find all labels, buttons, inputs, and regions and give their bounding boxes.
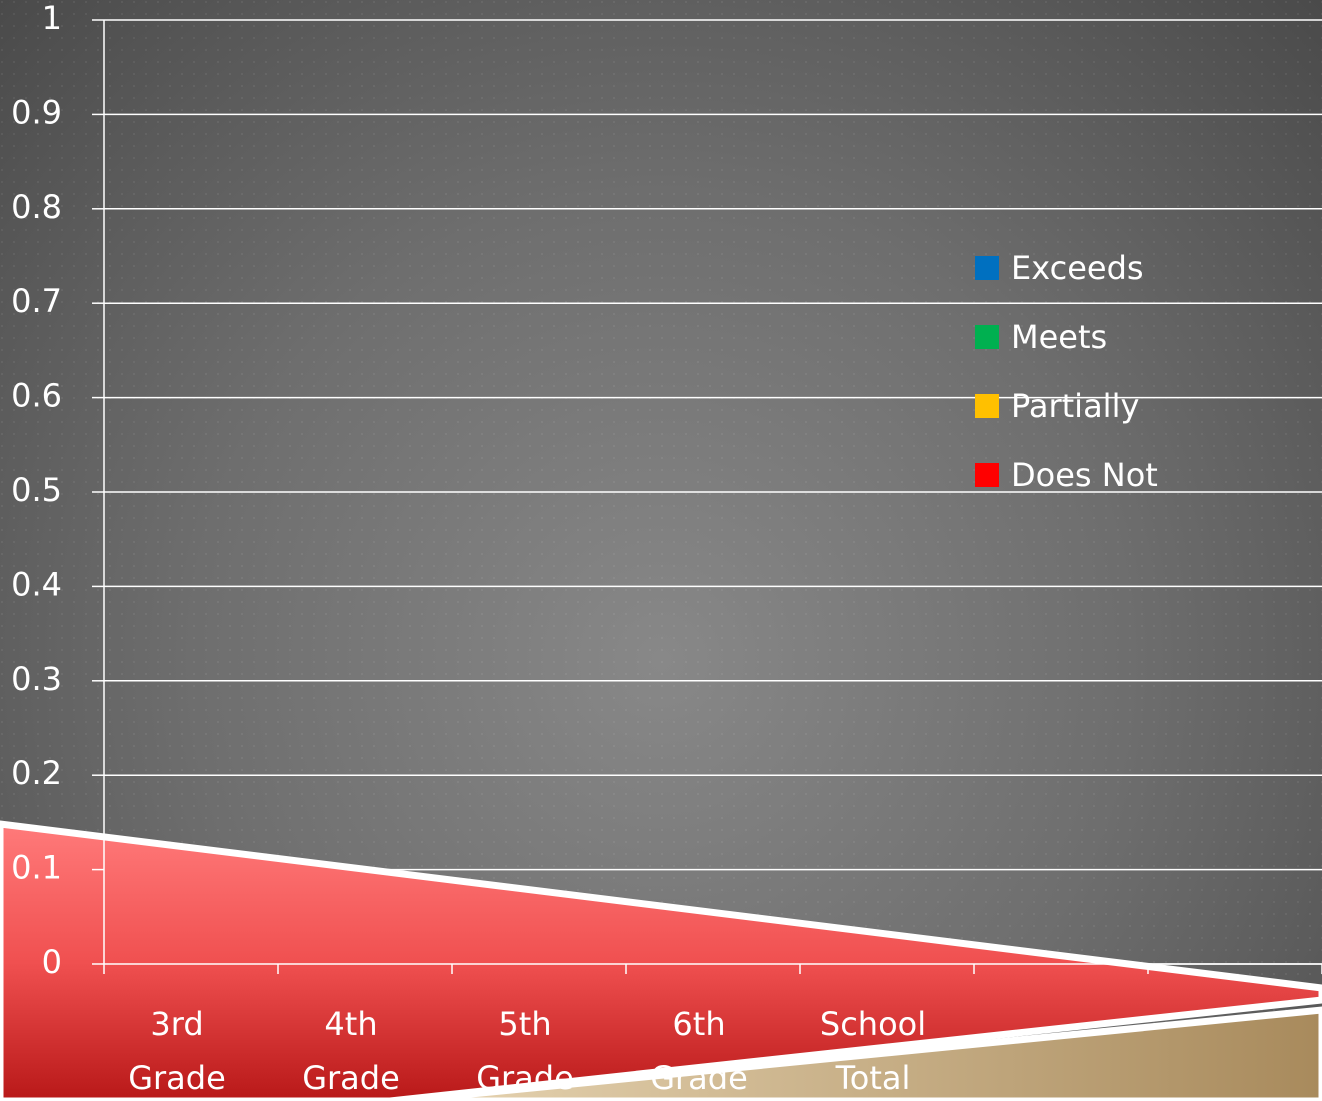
y-tick-label: 0.7 <box>11 282 62 320</box>
y-tick-label: 0.9 <box>11 93 62 131</box>
legend-swatch <box>975 256 999 280</box>
x-tick-label: 4th Grade <box>302 1005 400 1097</box>
decor-red <box>0 820 1322 1101</box>
y-tick-label: 0.1 <box>11 849 62 887</box>
x-tick-label: School Total <box>819 1005 927 1097</box>
legend-swatch <box>975 325 999 349</box>
legend-label: Meets <box>1011 318 1107 356</box>
x-tick-label: 6th Grade <box>650 1005 748 1097</box>
x-tick-label: 3rd Grade <box>128 1005 226 1097</box>
x-tick-label: 5th Grade <box>476 1005 574 1097</box>
legend-label: Partially <box>1011 387 1139 425</box>
legend-swatch <box>975 463 999 487</box>
y-tick-label: 0.5 <box>11 471 62 509</box>
legend-swatch <box>975 394 999 418</box>
y-tick-label: 0 <box>42 943 62 981</box>
axes: 0 0.1 0.2 0.3 0.4 0.5 0.6 0.7 0.8 0.9 1 Exceeds Meet… <box>11 0 1322 981</box>
y-tick-label: 0.4 <box>11 565 62 603</box>
y-tick-label: 0.3 <box>11 660 62 698</box>
legend-label: Exceeds <box>1011 249 1144 287</box>
y-tick-label: 0.2 <box>11 754 62 792</box>
decor-tan <box>399 1006 1322 1101</box>
y-tick-label: 1 <box>42 0 62 37</box>
y-tick-label: 0.6 <box>11 377 62 415</box>
y-tick-label: 0.8 <box>11 188 62 226</box>
plot <box>104 19 1322 965</box>
legend-label: Does Not <box>1011 456 1158 494</box>
